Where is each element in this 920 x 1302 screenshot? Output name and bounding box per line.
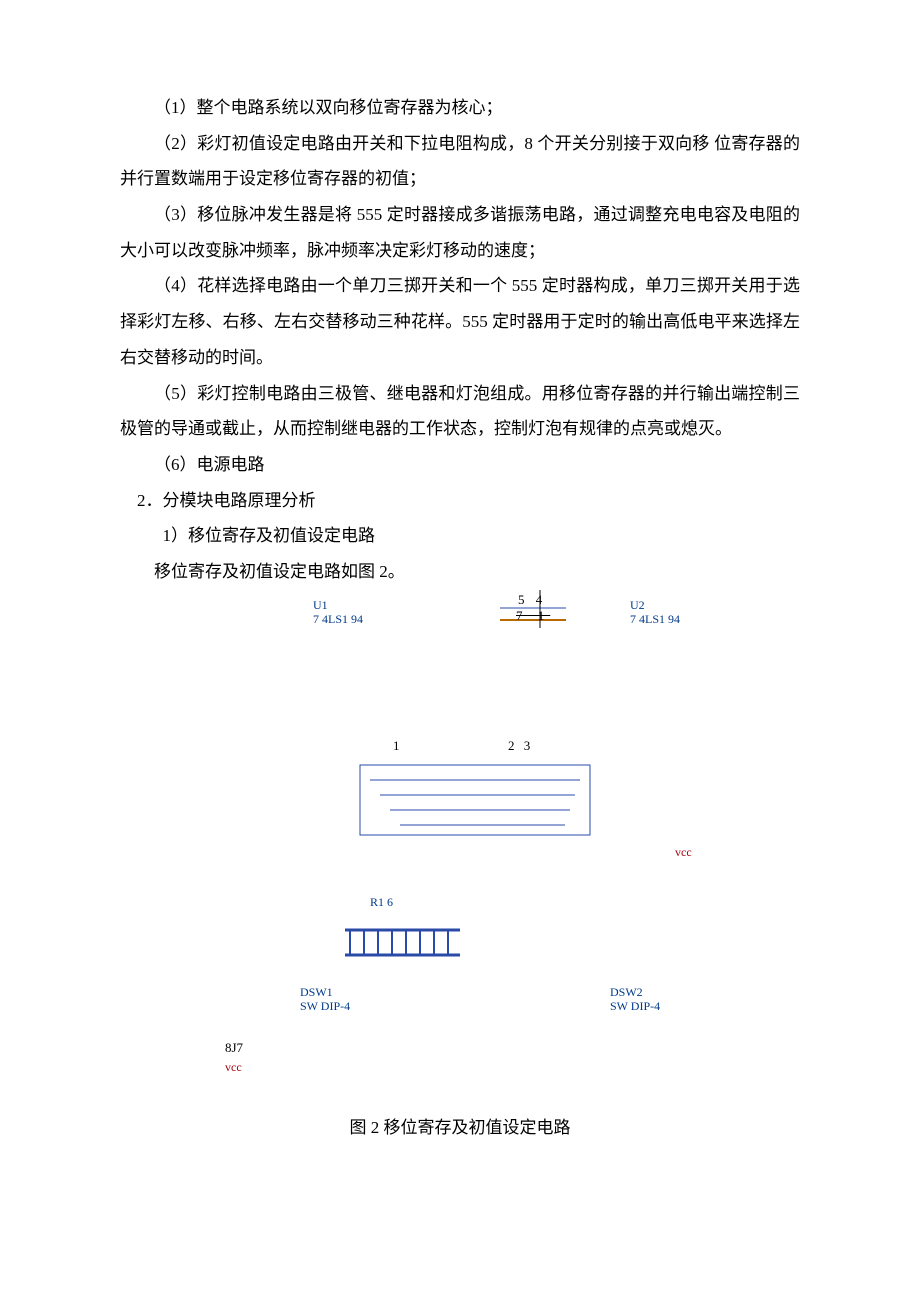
r16-label: R1 6 xyxy=(370,895,393,910)
paragraph-3: （3）移位脉冲发生器是将 555 定时器接成多谐振荡电路，通过调整充电电容及电阻… xyxy=(120,197,800,268)
section-heading-2: 2．分模块电路原理分析 xyxy=(120,483,800,519)
paragraph-5: （5）彩灯控制电路由三极管、继电器和灯泡组成。用移位寄存器的并行输出端控制三极管… xyxy=(120,376,800,447)
document-page: （1）整个电路系统以双向移位寄存器为核心； （2）彩灯初值设定电路由开关和下拉电… xyxy=(0,0,920,1205)
vcc-bottom-label: vcc xyxy=(225,1060,242,1075)
figure-2-caption: 图 2 移位寄存及初值设定电路 xyxy=(120,1110,800,1146)
paragraph-6: （6）电源电路 xyxy=(120,447,800,483)
paragraph-2: （2）彩灯初值设定电路由开关和下拉电阻构成，8 个开关分别接于双向移 位寄存器的… xyxy=(120,126,800,197)
u2-part-label: 7 4LS1 94 xyxy=(630,612,680,627)
u1-ref-label: U1 xyxy=(313,598,328,613)
dsw2-ref-label: DSW2 xyxy=(610,985,643,1000)
circuit-diagram: U1 7 4LS1 94 U2 7 4LS1 94 5 4 7 1 1 2 3 … xyxy=(120,590,800,1110)
mid-pin-23: 2 3 xyxy=(508,738,533,754)
dsw1-ref-label: DSW1 xyxy=(300,985,333,1000)
dsw2-part-label: SW DIP-4 xyxy=(610,999,660,1014)
paragraph-7: 移位寄存及初值设定电路如图 2。 xyxy=(120,554,800,590)
u1-part-label: 7 4LS1 94 xyxy=(313,612,363,627)
u2-ref-label: U2 xyxy=(630,598,645,613)
paragraph-4: （4）花样选择电路由一个单刀三掷开关和一个 555 定时器构成，单刀三掷开关用于… xyxy=(120,268,800,375)
j7-label: 8J7 xyxy=(225,1040,243,1056)
mid-pin-1: 1 xyxy=(393,738,400,754)
diagram-wires xyxy=(120,590,800,1080)
vcc-right-label: vcc xyxy=(675,845,692,860)
dsw1-part-label: SW DIP-4 xyxy=(300,999,350,1014)
top-pins-71: 7 1 xyxy=(516,608,550,624)
paragraph-1: （1）整个电路系统以双向移位寄存器为核心； xyxy=(120,90,800,126)
top-pins-54: 5 4 xyxy=(518,592,546,608)
subsection-1: 1）移位寄存及初值设定电路 xyxy=(120,518,800,554)
